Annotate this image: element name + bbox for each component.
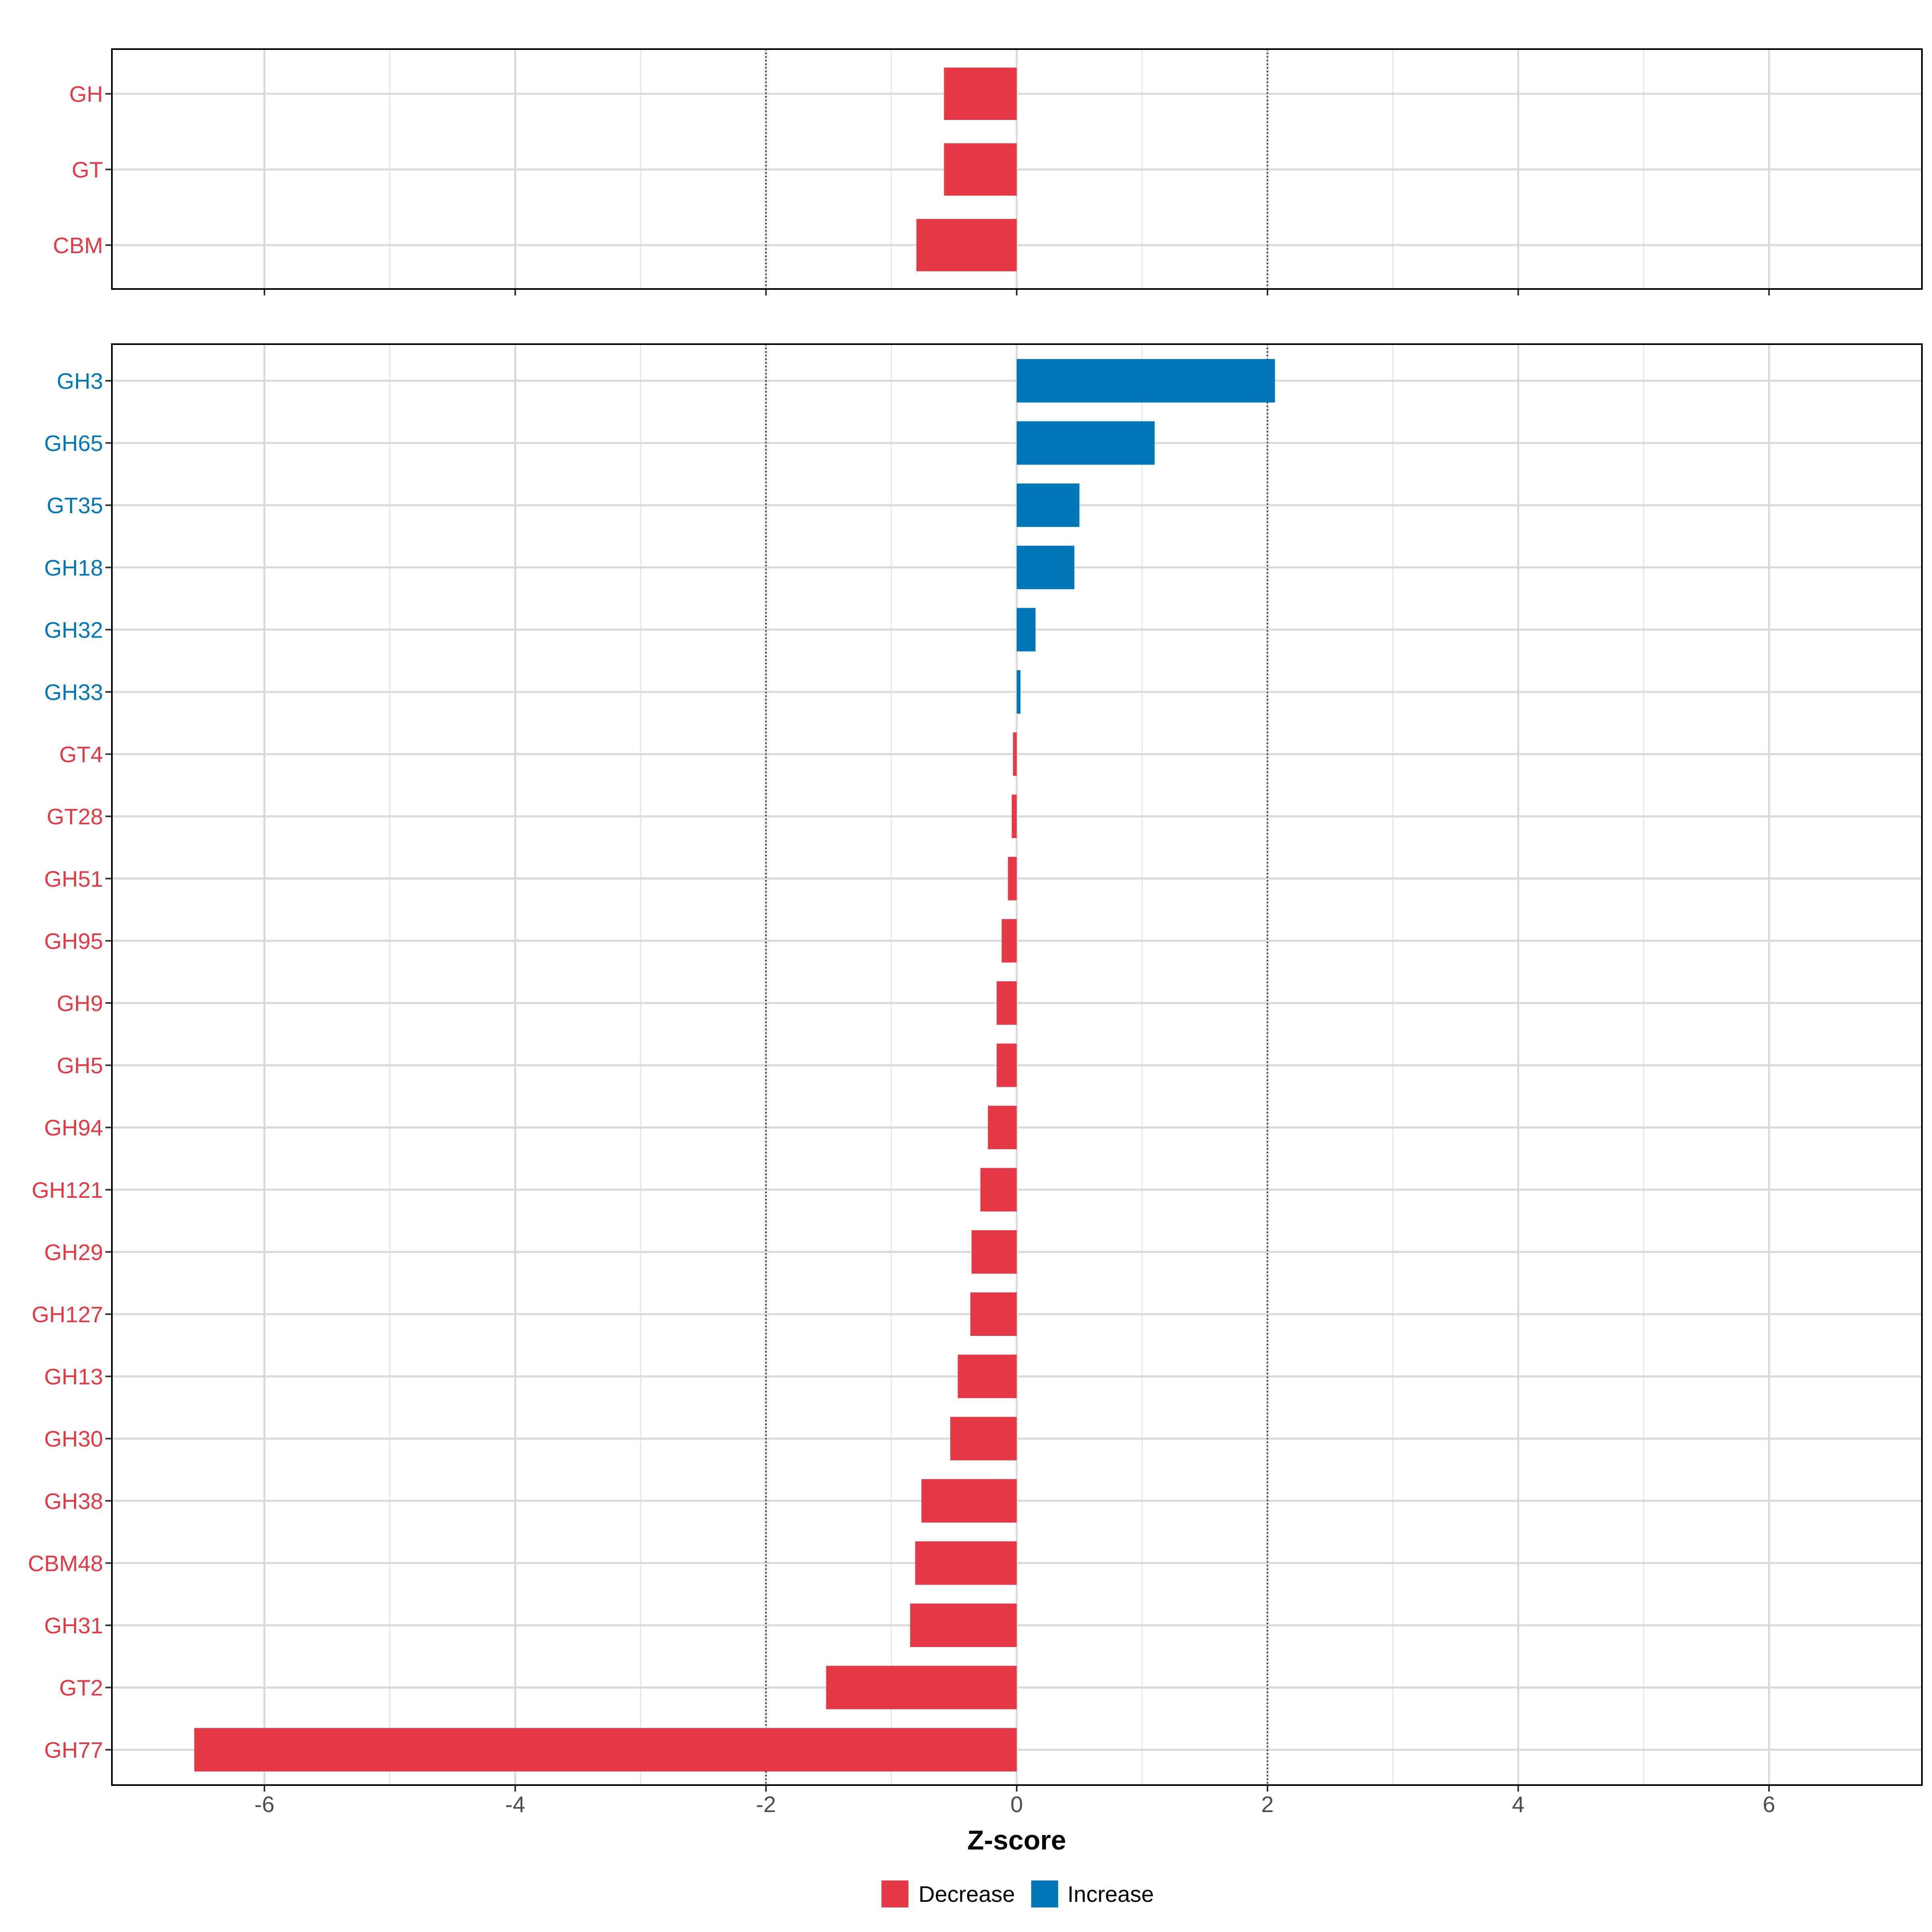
bar (958, 1354, 1017, 1398)
category-label: GH (69, 81, 103, 107)
category-label: GH33 (44, 679, 103, 705)
bar (1013, 732, 1017, 776)
category-label: GH5 (57, 1053, 103, 1078)
bar (826, 1666, 1017, 1709)
category-label: GH77 (44, 1737, 103, 1763)
bar (910, 1604, 1017, 1647)
category-label: CBM (53, 233, 103, 258)
x-tick-label: 2 (1261, 1792, 1274, 1817)
bar (944, 68, 1017, 120)
bar (950, 1417, 1017, 1461)
category-label: GH121 (32, 1177, 103, 1203)
category-label: GH29 (44, 1239, 103, 1265)
category-label: GT4 (59, 742, 103, 767)
x-tick-label: 6 (1763, 1792, 1775, 1817)
bar (944, 143, 1017, 196)
category-label: GH30 (44, 1426, 103, 1451)
category-label: GT2 (59, 1675, 103, 1701)
bar (1017, 359, 1275, 402)
legend: Decrease Increase (881, 1880, 1154, 1907)
bar (1011, 795, 1017, 838)
category-label: GH18 (44, 555, 103, 580)
bar (1001, 919, 1017, 963)
category-label: GH31 (44, 1613, 103, 1638)
bar (1017, 421, 1155, 465)
category-label: GT28 (47, 804, 103, 829)
x-tick-label: 4 (1512, 1792, 1524, 1817)
category-label: GH13 (44, 1364, 103, 1389)
x-axis-title: Z-score (967, 1825, 1066, 1856)
bar (997, 981, 1017, 1025)
bar (970, 1292, 1017, 1336)
panel-bottom: GH3 GH65 GT35 GH18 GH32 GH33 GT4 GT28 GH51 GH95 GH… (28, 343, 1923, 1792)
category-label: GH65 (44, 431, 103, 456)
bar (997, 1043, 1017, 1087)
bar (988, 1106, 1017, 1150)
bar (1017, 670, 1021, 714)
category-label: GH51 (44, 866, 103, 892)
bar (1017, 545, 1075, 589)
panel-border (111, 343, 1923, 1786)
legend-label-decrease: Decrease (919, 1881, 1015, 1907)
category-label: GH32 (44, 617, 103, 642)
category-label: GH127 (32, 1302, 103, 1327)
x-axis: -6 -4 -2 0 2 4 6 (254, 1792, 1775, 1817)
category-label: GH3 (57, 368, 103, 394)
x-tick-label: -2 (756, 1792, 776, 1817)
bar (194, 1728, 1017, 1772)
x-tick-label: 0 (1010, 1792, 1023, 1817)
category-label: GT (72, 157, 103, 182)
panel-top: GH GT CBM (53, 48, 1923, 295)
bar (916, 219, 1017, 271)
category-label: GT35 (47, 493, 103, 518)
category-label: GH9 (57, 991, 103, 1016)
category-label: GH38 (44, 1488, 103, 1514)
bar (1008, 857, 1017, 900)
category-label: GH94 (44, 1115, 103, 1140)
legend-label-increase: Increase (1067, 1881, 1154, 1907)
x-tick-label: -4 (505, 1792, 525, 1817)
bar (1017, 608, 1036, 652)
bar (921, 1479, 1017, 1523)
legend-key-decrease (881, 1880, 908, 1907)
category-label: GH95 (44, 928, 103, 954)
bar (1017, 483, 1080, 527)
category-label: CBM48 (28, 1550, 103, 1576)
bar (980, 1168, 1017, 1212)
bar (971, 1230, 1017, 1274)
bar (915, 1541, 1017, 1585)
x-tick-label: -6 (254, 1792, 275, 1817)
panel-border (111, 48, 1923, 290)
legend-key-increase (1031, 1880, 1058, 1907)
